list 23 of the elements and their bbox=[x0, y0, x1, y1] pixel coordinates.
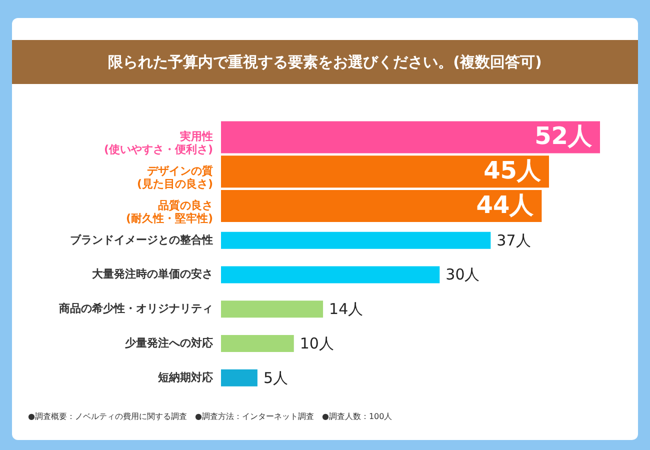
bar bbox=[221, 334, 294, 352]
chart-title: 限られた予算内で重視する要素をお選びください。(複数回答可) bbox=[12, 40, 638, 84]
bar bbox=[221, 300, 324, 318]
bar bbox=[221, 369, 258, 386]
y-tick-label: ブランドイメージとの整合性 bbox=[70, 233, 213, 246]
y-tick-label: 品質の良さ (耐久性・堅牢性) bbox=[126, 198, 213, 225]
data-label: 37人 bbox=[496, 231, 531, 250]
y-tick-label: 大量発注時の単価の安さ bbox=[92, 268, 213, 281]
data-label: 45人 bbox=[484, 156, 542, 185]
data-label: 44人 bbox=[476, 190, 535, 219]
y-tick-label: 実用性 (使いやすさ・便利さ) bbox=[104, 130, 213, 156]
text: ●調査概要：ノベルティの費用に関する調査 ●調査方法：インターネット調査 ●調査人数：100人 bbox=[28, 411, 392, 422]
data-label: 52人 bbox=[534, 122, 593, 150]
data-label: 30人 bbox=[446, 266, 480, 284]
y-tick-label: デザインの質 (見た目の良さ) bbox=[136, 164, 213, 191]
data-label: 5人 bbox=[263, 368, 288, 387]
y-tick-label: 短納期対応 bbox=[157, 370, 214, 384]
data-label: 14人 bbox=[329, 300, 364, 318]
bar bbox=[221, 266, 440, 284]
bar bbox=[221, 232, 491, 249]
y-tick-label: 商品の希少性・オリジナリティ bbox=[58, 302, 213, 316]
y-tick-label: 少量発注への対応 bbox=[124, 336, 214, 350]
data-label: 10人 bbox=[300, 334, 334, 352]
